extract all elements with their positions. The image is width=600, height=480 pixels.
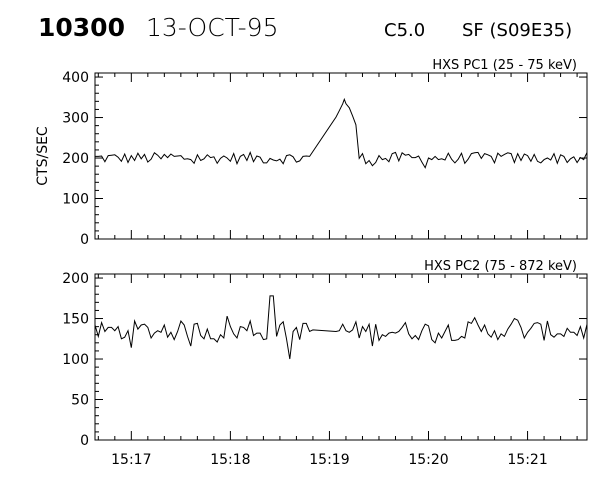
x-tick-label: 15:21 (507, 452, 547, 468)
flare-class: C5.0 (384, 20, 426, 41)
y-tick-label: 0 (80, 433, 89, 449)
series-line (95, 97, 588, 169)
flare-location: SF (S09E35) (462, 20, 573, 41)
event-number: 10300 (38, 13, 125, 42)
y-tick-label: 50 (71, 393, 89, 409)
y-tick-label: 200 (62, 151, 89, 167)
panel-title: HXS PC1 (25 - 75 keV) (432, 58, 577, 73)
series-line (94, 295, 588, 360)
y-tick-label: 100 (62, 192, 89, 208)
x-tick-label: 15:19 (309, 452, 349, 468)
y-tick-label: 100 (62, 352, 89, 368)
x-tick-label: 15:20 (408, 452, 448, 468)
y-tick-label: 0 (80, 232, 89, 248)
y-tick-label: 150 (62, 312, 89, 328)
panel-title: HXS PC2 (75 - 872 keV) (424, 259, 577, 274)
x-tick-label: 15:17 (111, 452, 151, 468)
x-tick-label: 15:18 (210, 452, 250, 468)
y-tick-label: 200 (62, 271, 89, 287)
y-axis-label: CTS/SEC (35, 126, 51, 186)
event-date: 13-OCT-95 (146, 13, 279, 42)
y-tick-label: 300 (62, 111, 89, 127)
plot-frame (94, 273, 588, 441)
y-tick-label: 400 (62, 70, 89, 86)
